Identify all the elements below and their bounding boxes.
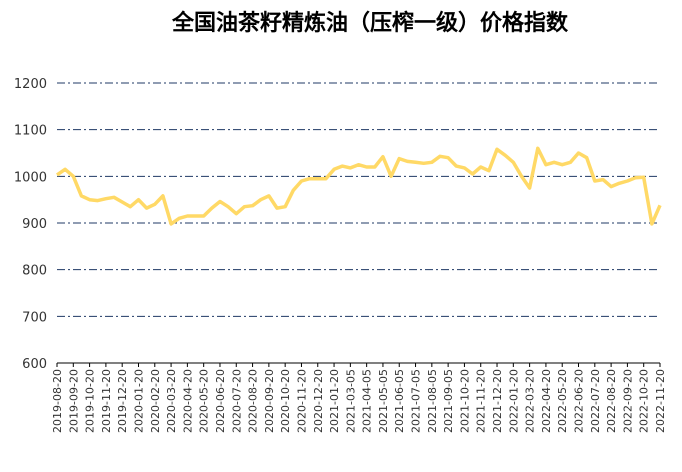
x-tick-label: 2019-09-20 xyxy=(67,369,80,433)
x-tick-label: 2020-01-20 xyxy=(132,369,145,433)
x-tick-label: 2021-12-20 xyxy=(491,369,504,433)
y-tick-label: 1100 xyxy=(14,124,47,139)
x-tick-label: 2022-03-20 xyxy=(524,369,537,433)
x-tick-label: 2020-08-20 xyxy=(247,369,260,433)
x-tick-label: 2021-11-20 xyxy=(475,369,488,433)
x-tick-label: 2020-09-20 xyxy=(263,369,276,433)
x-tick-label: 2020-07-20 xyxy=(230,369,243,433)
y-tick-label: 600 xyxy=(22,357,47,372)
x-tick-label: 2021-10-20 xyxy=(458,369,471,433)
x-tick-label: 2020-10-20 xyxy=(279,369,292,433)
y-tick-label: 700 xyxy=(22,310,47,325)
x-tick-label: 2022-01-20 xyxy=(507,369,520,433)
x-tick-label: 2020-03-20 xyxy=(165,369,178,433)
x-tick-label: 2020-02-20 xyxy=(149,369,162,433)
x-tick-label: 2020-11-20 xyxy=(295,369,308,433)
x-tick-label: 2019-11-20 xyxy=(100,369,113,433)
chart-title: 全国油茶籽精炼油（压榨一级）价格指数 xyxy=(171,10,569,36)
x-tick-label: 2019-08-20 xyxy=(51,369,64,433)
x-tick-label: 2020-04-20 xyxy=(181,369,194,433)
x-tick-label: 2019-12-20 xyxy=(116,369,129,433)
x-tick-label: 2022-07-20 xyxy=(589,369,602,433)
x-tick-label: 2021-06-05 xyxy=(393,369,406,433)
y-tick-label: 1200 xyxy=(14,77,47,92)
x-tick-label: 2020-12-20 xyxy=(312,369,325,433)
data-line xyxy=(56,146,662,226)
x-tick-label: 2022-05-20 xyxy=(556,369,569,433)
x-tick-label: 2022-11-20 xyxy=(654,369,667,433)
x-tick-label: 2021-01-20 xyxy=(328,369,341,433)
x-tick-label: 2020-05-20 xyxy=(198,369,211,433)
y-tick-label: 800 xyxy=(22,264,47,279)
x-tick-label: 2021-03-05 xyxy=(344,369,357,433)
y-tick-label: 900 xyxy=(22,217,47,232)
x-tick-label: 2022-10-20 xyxy=(638,369,651,433)
x-tick-label: 2021-08-05 xyxy=(426,369,439,433)
x-tick-label: 2021-05-05 xyxy=(377,369,390,433)
x-tick-label: 2020-06-20 xyxy=(214,369,227,433)
x-tick-label: 2019-10-20 xyxy=(84,369,97,433)
y-tick-label: 1000 xyxy=(14,170,47,185)
x-tick-label: 2021-04-05 xyxy=(361,369,374,433)
x-tick-label: 2022-04-20 xyxy=(540,369,553,433)
x-tick-label: 2021-07-05 xyxy=(410,369,423,433)
x-tick-label: 2022-08-20 xyxy=(605,369,618,433)
x-tick-label: 2022-06-20 xyxy=(573,369,586,433)
x-tick-label: 2022-09-20 xyxy=(621,369,634,433)
x-tick-label: 2021-09-05 xyxy=(442,369,455,433)
